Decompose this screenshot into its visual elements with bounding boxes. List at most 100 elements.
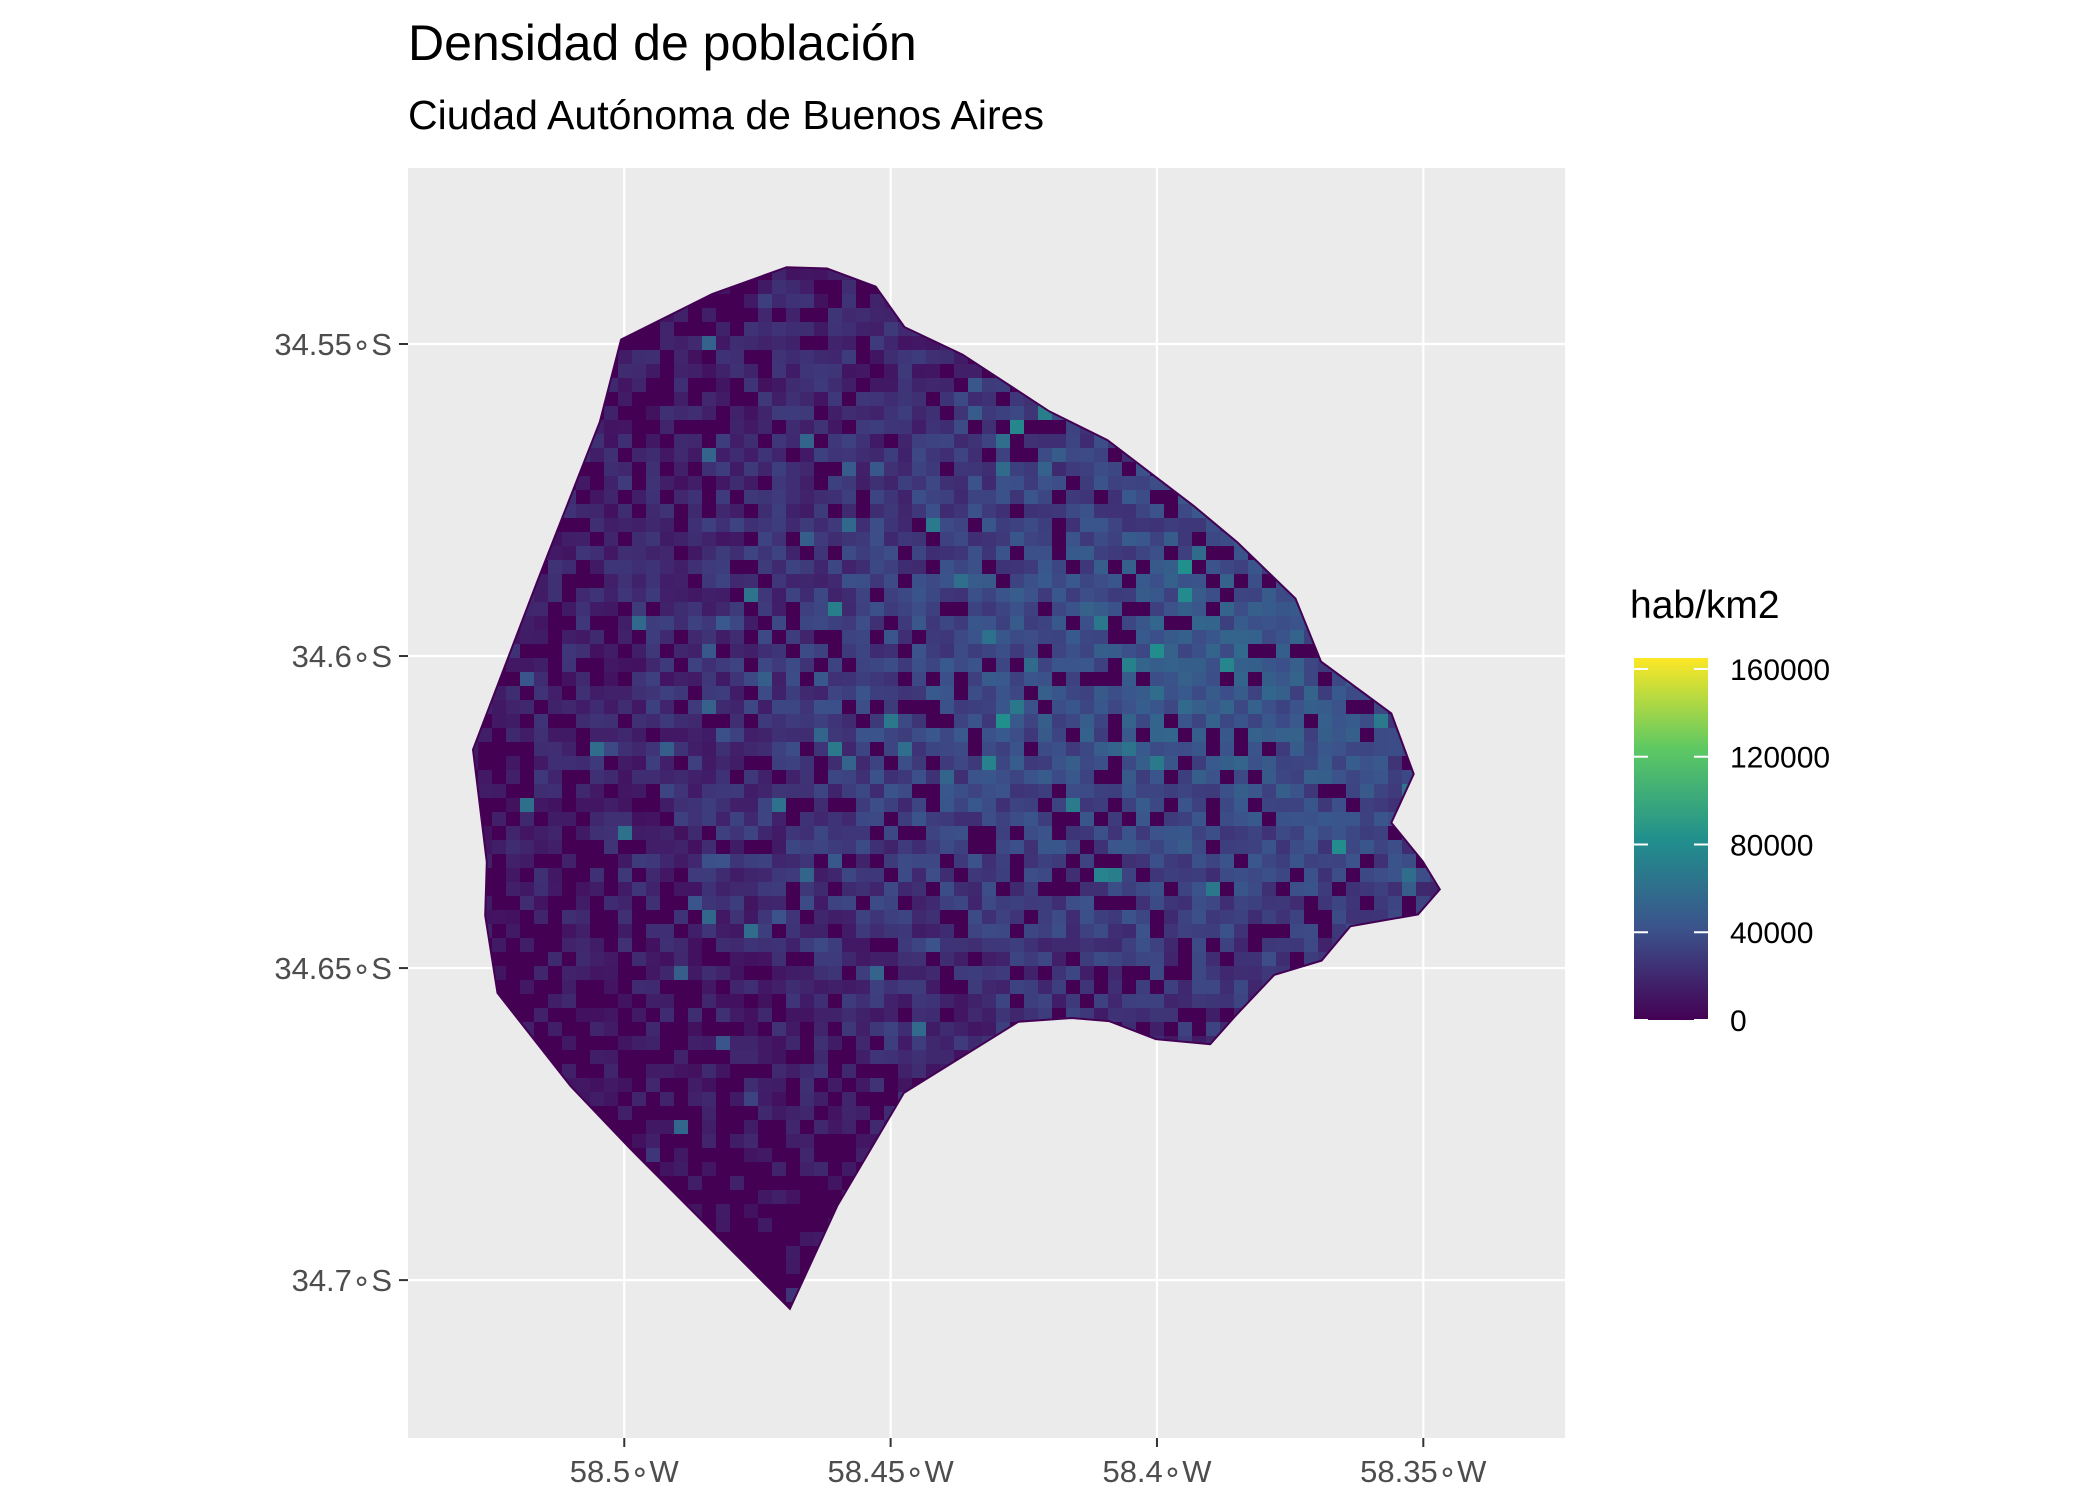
density-cell [814,602,828,616]
density-cell [688,588,702,602]
density-cell [1248,826,1262,840]
density-cell [912,714,926,728]
density-cell [744,406,758,420]
density-cell [912,462,926,476]
density-cell [688,364,702,378]
density-cell [1122,994,1136,1008]
density-cell [730,840,744,854]
density-cell [800,588,814,602]
density-cell [576,1078,590,1092]
density-cell [842,952,856,966]
density-cell [870,798,884,812]
density-cell [940,868,954,882]
density-cell [1094,714,1108,728]
density-cell [1374,784,1388,798]
density-cell [702,616,716,630]
density-cell [996,826,1010,840]
density-cell [744,364,758,378]
density-cell [548,952,562,966]
density-cell [1052,616,1066,630]
density-cell [674,364,688,378]
density-cell [870,728,884,742]
density-cell [940,518,954,532]
density-cell [674,854,688,868]
density-cell [912,938,926,952]
density-cell [1150,728,1164,742]
density-cell [744,924,758,938]
density-cell [1108,1008,1122,1022]
density-cell [1052,966,1066,980]
density-cell [870,406,884,420]
density-cell [1318,854,1332,868]
density-cell [562,756,576,770]
density-cell [772,378,786,392]
density-cell [590,700,604,714]
density-cell [1276,826,1290,840]
density-cell [1374,896,1388,910]
x-axis: 58.5∘W 58.45∘W 58.4∘W 58.35∘W [570,1438,1487,1489]
density-cell [1136,700,1150,714]
density-cell [1276,658,1290,672]
density-cell [1248,574,1262,588]
density-cell [982,420,996,434]
density-cell [1346,910,1360,924]
density-cell [842,308,856,322]
density-cell [1038,714,1052,728]
density-cell [646,938,660,952]
density-cell [940,658,954,672]
density-cell [1304,756,1318,770]
density-cell [856,1134,870,1148]
density-cell [1094,616,1108,630]
density-cell [758,532,772,546]
density-cell [1206,756,1220,770]
density-cell [926,770,940,784]
density-cell [884,336,898,350]
density-cell [562,532,576,546]
density-cell [1220,826,1234,840]
density-cell [996,658,1010,672]
density-cell [702,1078,716,1092]
density-cell [1192,910,1206,924]
density-cell [856,546,870,560]
density-cell [590,504,604,518]
density-cell [926,504,940,518]
density-cell [1206,952,1220,966]
density-cell [814,504,828,518]
density-cell [1206,882,1220,896]
density-cell [1038,1008,1052,1022]
density-cell [1220,994,1234,1008]
density-cell [982,896,996,910]
density-cell [940,770,954,784]
density-cell [590,798,604,812]
density-cell [1234,560,1248,574]
density-cell [772,672,786,686]
density-cell [982,966,996,980]
density-cell [590,882,604,896]
density-cell [702,560,716,574]
density-cell [842,714,856,728]
density-cell [1248,812,1262,826]
density-cell [1248,630,1262,644]
density-cell [1332,686,1346,700]
density-cell [646,630,660,644]
density-cell [646,966,660,980]
density-cell [940,350,954,364]
density-cell [954,784,968,798]
density-cell [800,868,814,882]
density-cell [814,364,828,378]
density-cell [1150,868,1164,882]
density-cell [828,784,842,798]
density-cell [1052,952,1066,966]
density-cell [1010,630,1024,644]
density-cell [1094,532,1108,546]
density-cell [828,1106,842,1120]
density-cell [1164,840,1178,854]
density-cell [1066,574,1080,588]
density-cell [730,434,744,448]
density-cell [758,630,772,644]
density-cell [954,644,968,658]
density-cell [744,616,758,630]
density-cell [1094,756,1108,770]
density-cell [730,1092,744,1106]
